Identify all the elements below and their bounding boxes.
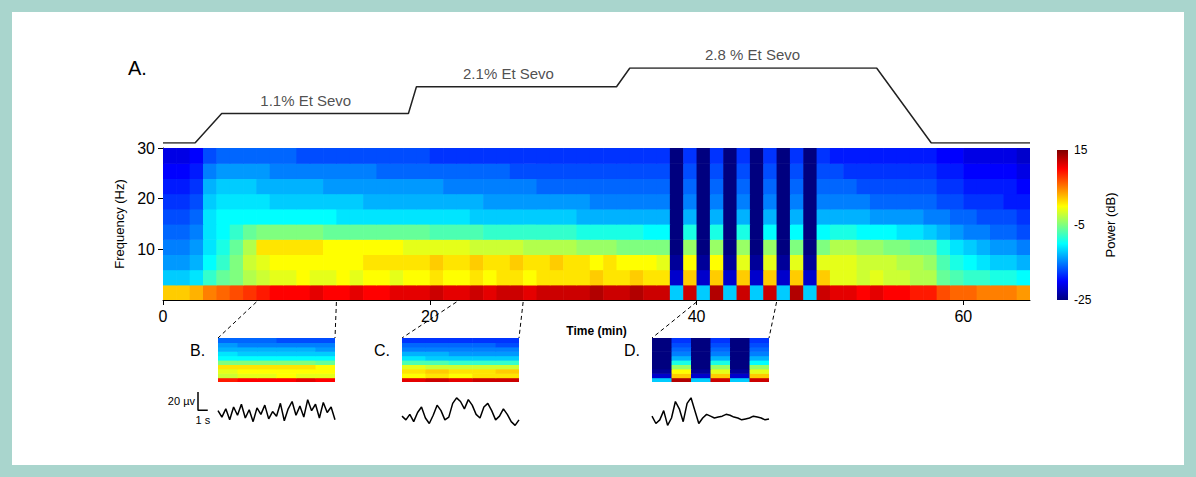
svg-text:Time (min): Time (min) (566, 324, 626, 338)
svg-text:0: 0 (159, 308, 168, 325)
svg-text:C.: C. (374, 342, 390, 359)
svg-text:20: 20 (421, 308, 439, 325)
svg-text:1 s: 1 s (196, 414, 211, 426)
svg-text:40: 40 (688, 308, 706, 325)
svg-text:30: 30 (137, 140, 155, 157)
svg-text:Frequency (Hz): Frequency (Hz) (112, 179, 127, 269)
svg-text:10: 10 (137, 241, 155, 258)
svg-text:D.: D. (624, 342, 640, 359)
svg-text:20: 20 (137, 190, 155, 207)
svg-text:20 µv: 20 µv (168, 395, 196, 407)
svg-text:1.1% Et Sevo: 1.1% Et Sevo (260, 92, 351, 109)
svg-text:15: 15 (1074, 143, 1088, 157)
svg-text:2.8 % Et Sevo: 2.8 % Et Sevo (705, 46, 800, 63)
svg-text:A.: A. (128, 57, 147, 79)
svg-text:-25: -25 (1074, 293, 1092, 307)
svg-text:60: 60 (954, 308, 972, 325)
svg-text:Power (dB): Power (dB) (1103, 192, 1118, 257)
svg-text:-5: -5 (1074, 218, 1085, 232)
svg-text:2.1% Et Sevo: 2.1% Et Sevo (463, 65, 554, 82)
svg-text:B.: B. (190, 342, 205, 359)
